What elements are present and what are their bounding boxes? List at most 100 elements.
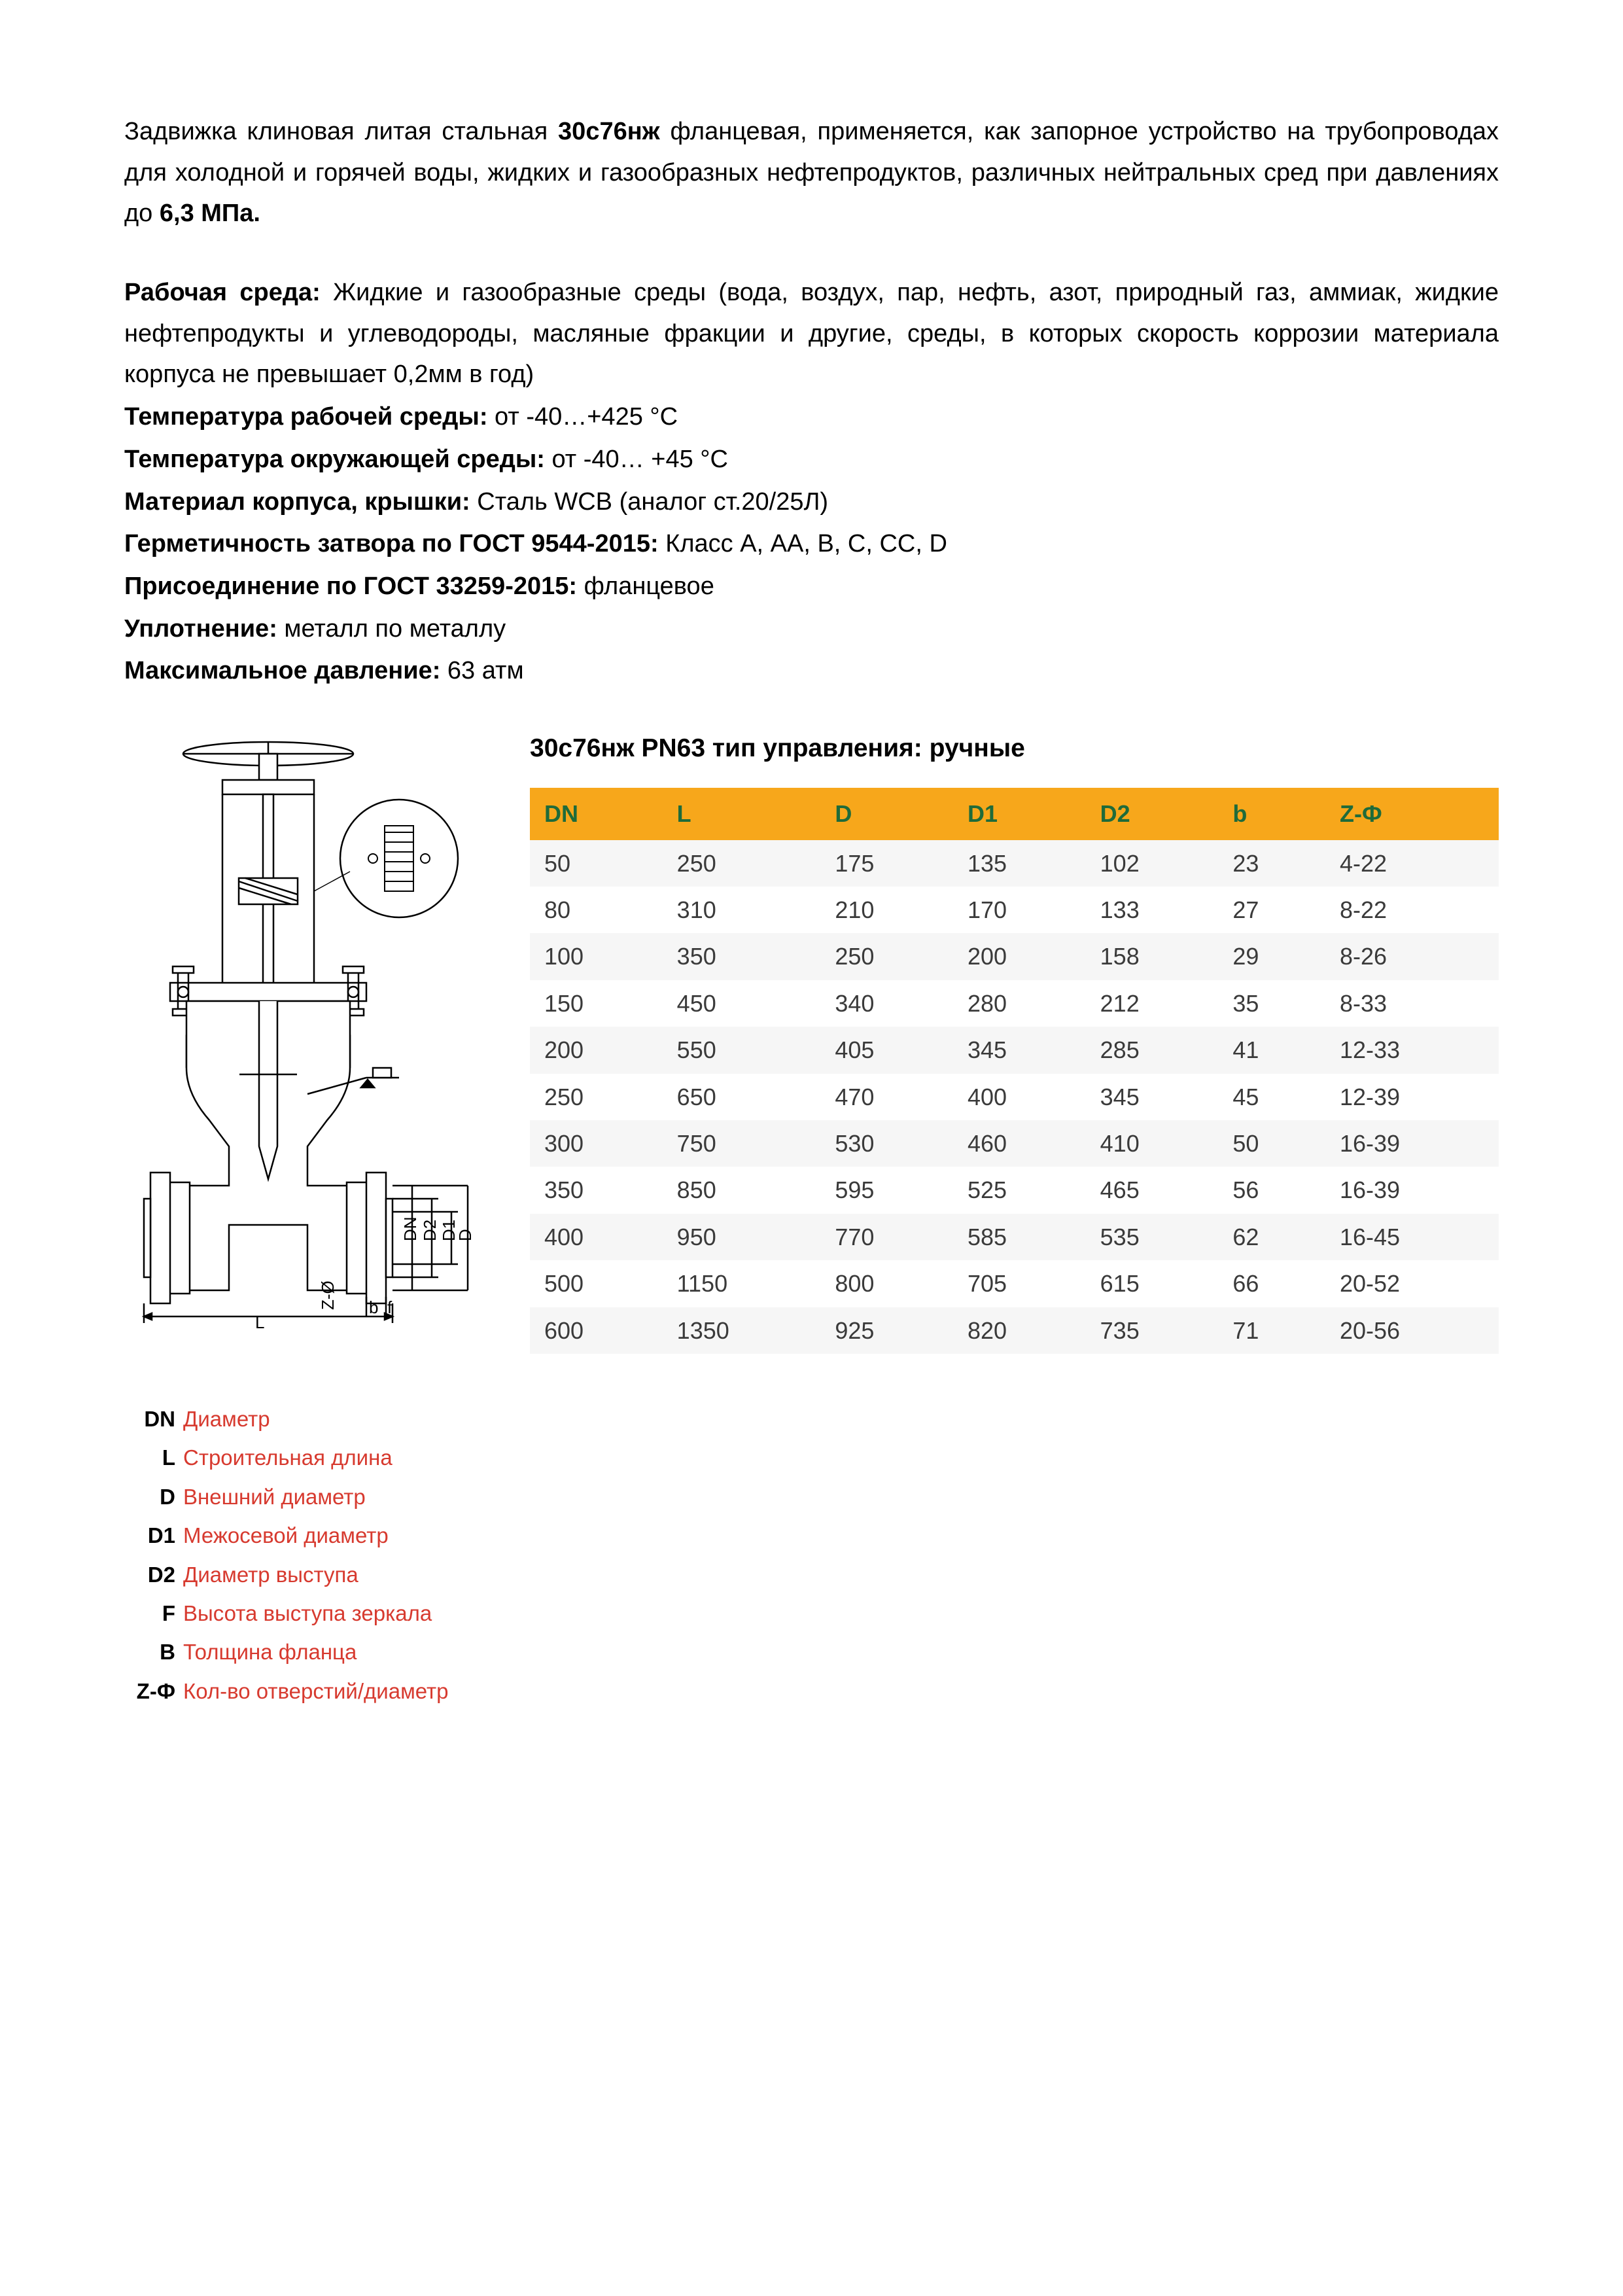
table-header-cell: DN [530,788,663,839]
table-cell: 735 [1086,1307,1219,1354]
spec-value: металл по металлу [277,615,506,643]
diagram-column: L b f D D1 D2 DN Z-Ø [124,728,491,1343]
table-row: 80310210170133278-22 [530,887,1499,933]
table-cell: 66 [1218,1260,1325,1307]
spec-value: от -40…+425 °С [488,403,678,431]
table-cell: 595 [820,1167,953,1213]
spec-label: Температура окружающей среды: [124,446,545,473]
legend-row: D2Диаметр выступа [124,1555,1499,1594]
valve-diagram: L b f D D1 D2 DN Z-Ø [124,728,491,1330]
spec-value: 63 атм [440,657,523,684]
table-body: 50250175135102234-2280310210170133278-22… [530,840,1499,1354]
legend-value: Внешний диаметр [183,1477,366,1516]
table-header-cell: D1 [953,788,1086,839]
legend-key: D [124,1477,183,1516]
table-cell: 250 [820,933,953,980]
table-cell: 8-33 [1325,980,1499,1027]
table-cell: 400 [530,1214,663,1260]
spec-value: Класс А, АА, В, С, СС, D [659,530,947,557]
table-cell: 27 [1218,887,1325,933]
legend-row: DВнешний диаметр [124,1477,1499,1516]
table-cell: 8-26 [1325,933,1499,980]
table-title: 30с76нж PN63 тип управления: ручные [530,728,1499,769]
intro-model: 30с76нж [558,118,660,145]
table-cell: 550 [663,1027,821,1073]
table-cell: 71 [1218,1307,1325,1354]
table-cell: 460 [953,1120,1086,1167]
legend-row: D1Межосевой диаметр [124,1516,1499,1555]
table-cell: 8-22 [1325,887,1499,933]
legend-row: BТолщина фланца [124,1633,1499,1671]
legend-value: Диаметр выступа [183,1555,358,1594]
spec-line: Рабочая среда: Жидкие и газообразные сре… [124,272,1499,395]
legend: DNДиаметрLСтроительная длинаDВнешний диа… [124,1400,1499,1710]
table-cell: 12-33 [1325,1027,1499,1073]
table-cell: 600 [530,1307,663,1354]
table-cell: 405 [820,1027,953,1073]
spec-value: от -40… +45 °С [545,446,728,473]
table-cell: 300 [530,1120,663,1167]
table-cell: 280 [953,980,1086,1027]
dim-label-D2: D2 [420,1220,440,1241]
table-header-cell: D2 [1086,788,1219,839]
intro-pressure: 6,3 МПа. [160,200,260,227]
legend-value: Высота выступа зеркала [183,1594,432,1633]
spec-value: Жидкие и газообразные среды (вода, возду… [124,279,1499,388]
table-cell: 1350 [663,1307,821,1354]
dimensions-table: DNLDD1D2bZ-Ф 50250175135102234-228031021… [530,788,1499,1354]
dim-label-f: f [387,1298,393,1317]
table-cell: 705 [953,1260,1086,1307]
spec-line: Присоединение по ГОСТ 33259-2015: фланце… [124,566,1499,607]
table-cell: 133 [1086,887,1219,933]
legend-value: Толщина фланца [183,1633,357,1671]
legend-key: DN [124,1400,183,1438]
table-cell: 12-39 [1325,1074,1499,1120]
table-cell: 200 [530,1027,663,1073]
table-cell: 770 [820,1214,953,1260]
table-cell: 820 [953,1307,1086,1354]
legend-row: LСтроительная длина [124,1438,1499,1477]
table-row: 2005504053452854112-33 [530,1027,1499,1073]
legend-value: Диаметр [183,1400,270,1438]
intro-paragraph: Задвижка клиновая литая стальная 30с76нж… [124,111,1499,234]
table-cell: 345 [1086,1074,1219,1120]
spec-line: Герметичность затвора по ГОСТ 9544-2015:… [124,523,1499,565]
spec-value: Сталь WCB (аналог ст.20/25Л) [470,488,828,516]
table-cell: 45 [1218,1074,1325,1120]
table-cell: 525 [953,1167,1086,1213]
table-cell: 285 [1086,1027,1219,1073]
dim-label-b: b [369,1298,378,1317]
table-row: 2506504704003454512-39 [530,1074,1499,1120]
dim-label-DN: DN [400,1216,420,1241]
table-cell: 650 [663,1074,821,1120]
spec-label: Уплотнение: [124,615,277,643]
table-cell: 16-45 [1325,1214,1499,1260]
legend-value: Строительная длина [183,1438,393,1477]
table-cell: 250 [663,840,821,887]
table-cell: 470 [820,1074,953,1120]
legend-key: Z-Ф [124,1672,183,1710]
spec-label: Максимальное давление: [124,657,440,684]
table-cell: 20-52 [1325,1260,1499,1307]
spec-line: Максимальное давление: 63 атм [124,650,1499,692]
table-cell: 102 [1086,840,1219,887]
spec-label: Материал корпуса, крышки: [124,488,470,516]
dim-label-D1: D1 [439,1220,459,1241]
table-cell: 345 [953,1027,1086,1073]
table-cell: 4-22 [1325,840,1499,887]
legend-value: Межосевой диаметр [183,1516,389,1555]
table-cell: 100 [530,933,663,980]
table-cell: 585 [953,1214,1086,1260]
legend-row: DNДиаметр [124,1400,1499,1438]
table-column: 30с76нж PN63 тип управления: ручные DNLD… [530,728,1499,1354]
table-cell: 350 [663,933,821,980]
table-cell: 410 [1086,1120,1219,1167]
table-cell: 135 [953,840,1086,887]
dim-label-Z: Z-Ø [318,1280,338,1310]
table-cell: 450 [663,980,821,1027]
table-cell: 41 [1218,1027,1325,1073]
table-cell: 465 [1086,1167,1219,1213]
legend-key: B [124,1633,183,1671]
legend-key: D2 [124,1555,183,1594]
table-cell: 350 [530,1167,663,1213]
